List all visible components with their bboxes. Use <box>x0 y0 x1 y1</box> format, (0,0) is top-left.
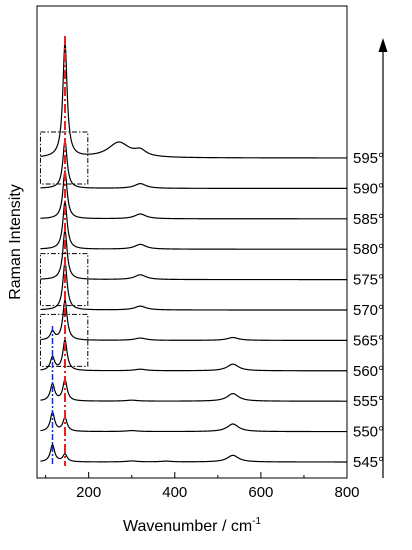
temperature-label: 590° <box>353 180 384 197</box>
x-tick-label: 400 <box>162 484 187 501</box>
spectrum-line-595 <box>40 43 347 159</box>
reference-lines <box>51 36 66 466</box>
temperature-label: 545° <box>353 454 384 471</box>
spectra-group <box>40 43 347 463</box>
spectrum-line-560 <box>40 338 347 372</box>
temperature-label: 595° <box>353 150 384 167</box>
spectrum-line-565 <box>40 298 347 341</box>
temperature-label: 570° <box>353 302 384 319</box>
x-tick-label: 200 <box>76 484 101 501</box>
highlight-box <box>39 313 89 367</box>
plot-frame <box>36 5 348 479</box>
temperature-label: 555° <box>353 393 384 410</box>
arrow-head-icon <box>378 38 388 52</box>
spectrum-line-580 <box>40 199 347 250</box>
spectrum-line-590 <box>40 138 347 189</box>
y-axis-label: Raman Intensity <box>7 184 24 300</box>
highlight-box <box>39 131 89 185</box>
temperature-label: 575° <box>353 272 384 289</box>
x-axis-label: Wavenumber / cm-1 <box>123 516 262 535</box>
x-tick-label: 800 <box>334 484 359 501</box>
spectrum-line-555 <box>40 378 347 402</box>
spectrum-line-585 <box>40 169 347 220</box>
spectrum-line-545 <box>40 443 347 463</box>
x-axis-label-superscript: -1 <box>252 516 261 527</box>
spectrum-line-575 <box>40 228 347 281</box>
temperature-labels: 545° 550° 555° 560° 565° 570° 575° 580° 585° 590°… <box>353 150 384 471</box>
x-tick-label: 600 <box>248 484 273 501</box>
temperature-label: 550° <box>353 424 384 441</box>
highlight-box <box>39 253 89 307</box>
temperature-label: 560° <box>353 363 384 380</box>
spectrum-line-570 <box>40 260 347 311</box>
x-axis-label-main: Wavenumber / cm <box>123 518 252 535</box>
temperature-label: 580° <box>353 241 384 258</box>
temperature-label: 585° <box>353 211 384 228</box>
highlight-boxes <box>39 131 89 367</box>
spectrum-line-550 <box>40 411 347 433</box>
x-axis-ticks: 200 400 600 800 <box>45 472 360 501</box>
temperature-label: 565° <box>353 332 384 349</box>
